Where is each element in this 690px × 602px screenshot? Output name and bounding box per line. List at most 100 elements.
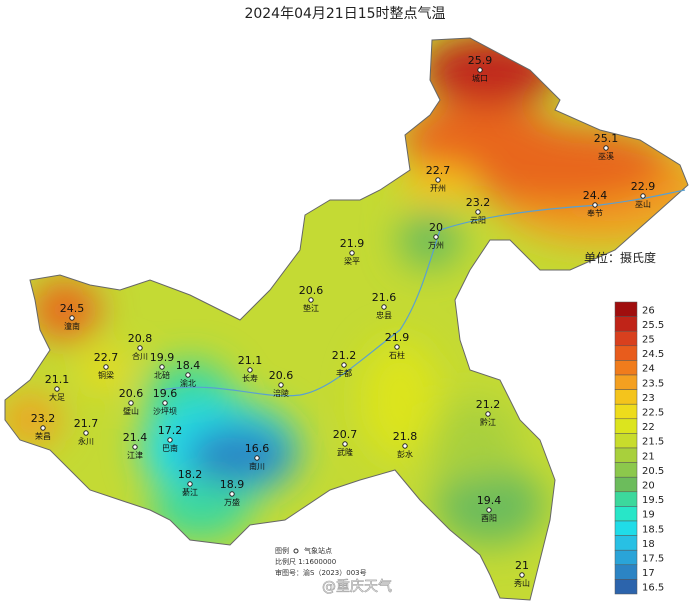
station: 23.2 云阳 xyxy=(466,196,491,225)
station-name: 秀山 xyxy=(514,578,530,588)
station-value: 21.9 xyxy=(385,331,410,344)
station-value: 20.8 xyxy=(128,332,153,345)
station-value: 23.2 xyxy=(466,196,491,209)
station-name: 合川 xyxy=(132,351,148,361)
station: 21.7 永川 xyxy=(74,417,99,446)
station-name: 垫江 xyxy=(303,303,319,313)
legend-label: 20.5 xyxy=(642,466,664,477)
station: 25.9 城口 xyxy=(468,54,493,83)
legend-label: 17.5 xyxy=(642,554,664,565)
station-dot xyxy=(341,362,347,368)
station: 20.6 垫江 xyxy=(299,284,324,313)
station-name: 铜梁 xyxy=(98,370,114,380)
legend-swatch xyxy=(614,316,638,332)
station-dot xyxy=(137,345,143,351)
footer: 图例 气象站点 比例尺 1:1600000 审图号：渝S（2023）003号 xyxy=(275,546,367,577)
station: 19.6 沙坪坝 xyxy=(153,387,178,416)
station-dot xyxy=(247,367,253,373)
legend-label: 24 xyxy=(642,364,655,375)
station-value: 21.6 xyxy=(372,291,397,304)
legend-label: 19 xyxy=(642,510,655,521)
station: 21.9 梁平 xyxy=(340,237,365,266)
station-dot xyxy=(132,444,138,450)
station-value: 19.9 xyxy=(150,351,175,364)
station-value: 25.1 xyxy=(594,132,619,145)
legend-label: 17 xyxy=(642,568,655,579)
station-value: 21.1 xyxy=(45,373,70,386)
station-name: 黔江 xyxy=(480,417,496,427)
station-dot xyxy=(278,382,284,388)
legend-label: 20 xyxy=(642,481,655,492)
station-dot xyxy=(254,455,260,461)
station-value: 20.7 xyxy=(333,428,358,441)
legend-swatch xyxy=(614,520,638,536)
station-dot xyxy=(475,209,481,215)
station: 20.6 涪陵 xyxy=(269,369,294,398)
station-dot xyxy=(103,364,109,370)
footer-legend-label: 图例 xyxy=(275,546,289,555)
station: 19.9 北碚 xyxy=(150,351,175,380)
station: 21.4 江津 xyxy=(123,431,148,460)
station-name: 巴南 xyxy=(162,443,178,453)
legend-swatch xyxy=(614,476,638,493)
station-dot xyxy=(128,400,134,406)
station-value: 21.7 xyxy=(74,417,99,430)
station: 22.7 开州 xyxy=(426,164,451,193)
station: 20.8 合川 xyxy=(128,332,153,361)
station-name: 巫山 xyxy=(635,199,651,209)
station-value: 24.4 xyxy=(583,189,608,202)
station: 20.7 武隆 xyxy=(333,428,358,457)
station-value: 18.2 xyxy=(178,468,203,481)
station: 25.1 巫溪 xyxy=(594,132,619,161)
station-name: 涪陵 xyxy=(273,388,289,398)
station-name: 城口 xyxy=(472,74,488,83)
legend-label: 22 xyxy=(642,422,655,433)
station-dot xyxy=(185,372,191,378)
station-dot xyxy=(603,145,609,151)
station-dot xyxy=(486,507,492,513)
station-name: 云阳 xyxy=(470,216,486,225)
station-value: 18.4 xyxy=(176,359,201,372)
map-title: 2024年04月21日15时整点气温 xyxy=(244,6,445,22)
station: 24.5 潼南 xyxy=(60,302,85,331)
station-value: 19.4 xyxy=(477,494,502,507)
station: 20 万州 xyxy=(428,221,444,250)
station-value: 18.9 xyxy=(220,478,245,491)
legend: 单位：摄氏度 26 25.5 25 24.5 24 23.5 23 22.5 22 21.5 21 2… xyxy=(584,250,664,595)
station-name: 潼南 xyxy=(64,321,80,331)
legend-swatch xyxy=(614,374,638,390)
station: 20.6 璧山 xyxy=(119,387,144,416)
station-value: 23.2 xyxy=(31,412,56,425)
legend-label: 16.5 xyxy=(642,583,664,594)
station-value: 21.2 xyxy=(332,349,357,362)
legend-swatch xyxy=(614,579,638,595)
station-name: 大足 xyxy=(49,392,65,402)
legend-swatch xyxy=(614,447,638,463)
station-dot xyxy=(402,443,408,449)
station-dot xyxy=(54,386,60,392)
station: 21.1 长寿 xyxy=(238,354,263,383)
station-dot xyxy=(519,572,525,578)
station-value: 20.6 xyxy=(299,284,324,297)
station-name: 巫溪 xyxy=(598,151,614,161)
station: 18.9 万盛 xyxy=(220,478,245,507)
station-dot xyxy=(477,67,483,73)
station-dot xyxy=(381,304,387,310)
legend-swatch xyxy=(614,549,638,566)
legend-label: 18 xyxy=(642,539,655,550)
station-dot xyxy=(342,441,348,447)
legend-title: 单位：摄氏度 xyxy=(584,250,656,265)
station-value: 21.2 xyxy=(476,398,501,411)
station-name: 武隆 xyxy=(337,447,353,457)
station-value: 21.1 xyxy=(238,354,263,367)
station: 21.1 大足 xyxy=(45,373,70,402)
station-name: 奉节 xyxy=(587,208,603,218)
station-dot xyxy=(159,364,165,370)
station: 21.8 彭水 xyxy=(393,430,418,459)
legend-label: 18.5 xyxy=(642,524,664,535)
legend-label: 25.5 xyxy=(642,320,664,331)
station-dot xyxy=(187,481,193,487)
station: 21 秀山 xyxy=(514,559,530,588)
